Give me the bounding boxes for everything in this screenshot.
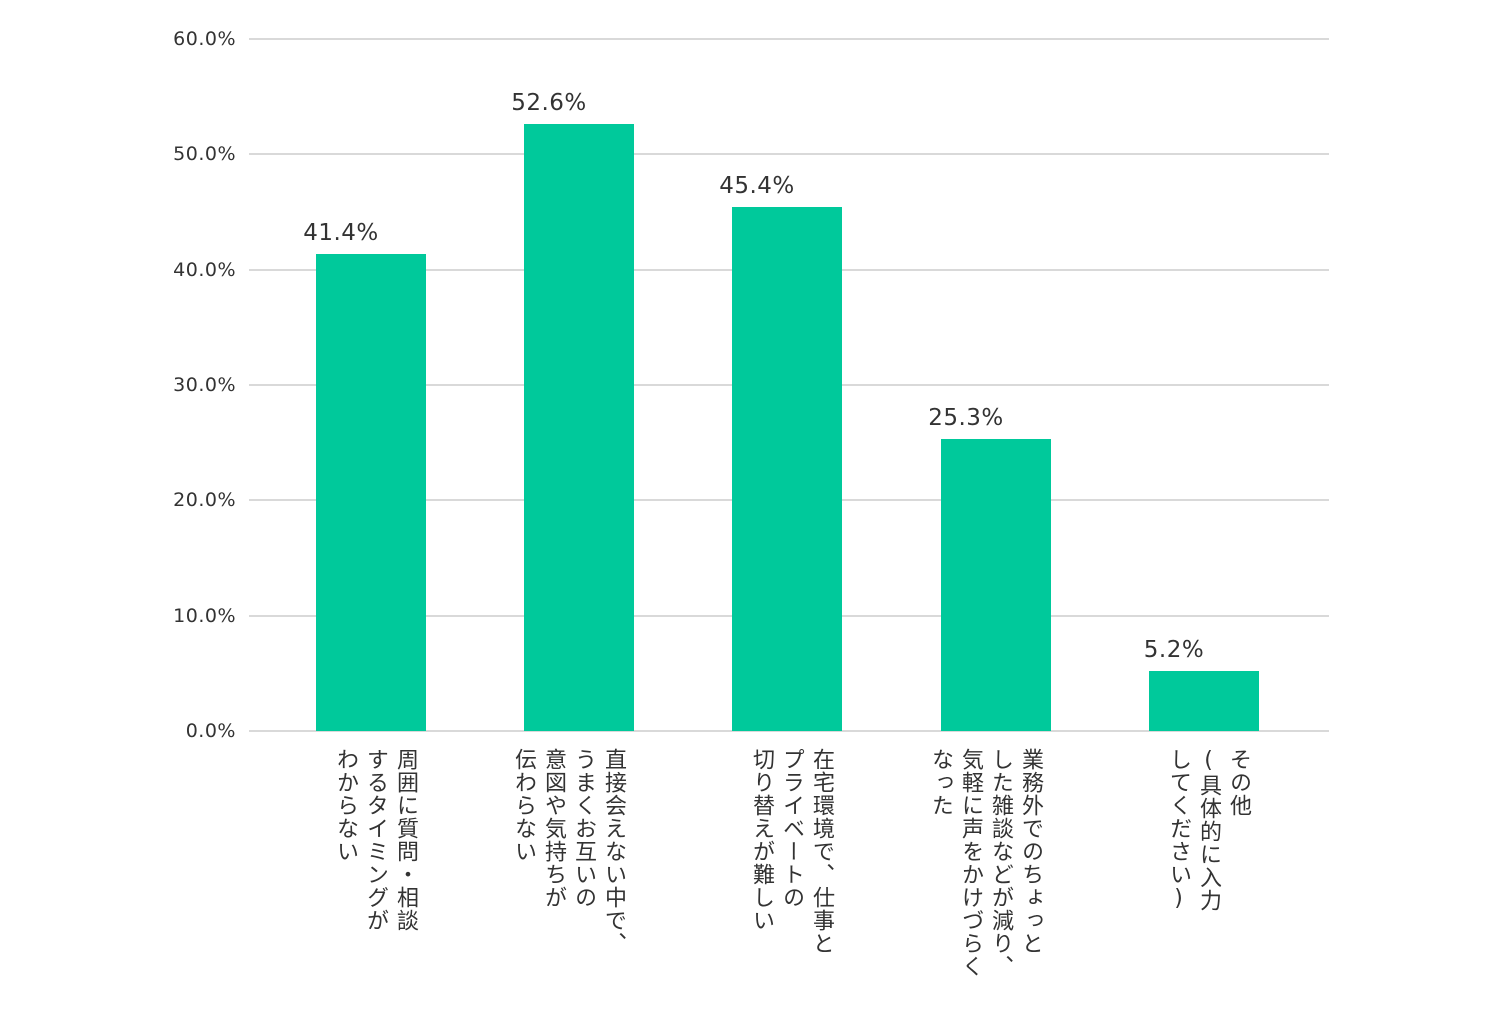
bar	[524, 124, 634, 731]
value-label: 41.4%	[303, 219, 379, 246]
category-label: 直接会えない中で、 うまくお互いの 意図や気持ちが 伝わらない	[511, 748, 626, 955]
bar	[316, 253, 426, 731]
y-tick-label: 60.0%	[173, 28, 236, 50]
value-label: 45.4%	[719, 173, 795, 200]
category-label: その他 (具体的に入力 してください)	[1166, 748, 1251, 912]
y-tick-label: 30.0%	[173, 374, 236, 396]
y-tick-label: 10.0%	[173, 604, 236, 627]
y-tick-label: 40.0%	[173, 258, 236, 281]
y-tick-label: 0.0%	[185, 720, 236, 742]
bar	[1149, 671, 1259, 731]
bar	[941, 439, 1051, 731]
value-label: 25.3%	[928, 405, 1004, 432]
y-tick-label: 20.0%	[173, 489, 236, 512]
gridline	[249, 153, 1329, 156]
value-label: 5.2%	[1143, 637, 1205, 664]
category-label: 周囲に質問・相談 するタイミングが わからない	[333, 748, 418, 932]
bar	[732, 207, 842, 731]
gridline	[249, 730, 1329, 732]
gridline	[249, 38, 1329, 40]
value-label: 52.6%	[511, 90, 587, 117]
category-label: 在宅環境で、仕事と プライベートの 切り替えが難しい	[749, 748, 834, 955]
y-tick-label: 50.0%	[173, 143, 236, 166]
category-label: 業務外でのちょっと した雑談などが減り、 気軽に声をかけづらく なった	[928, 748, 1043, 978]
